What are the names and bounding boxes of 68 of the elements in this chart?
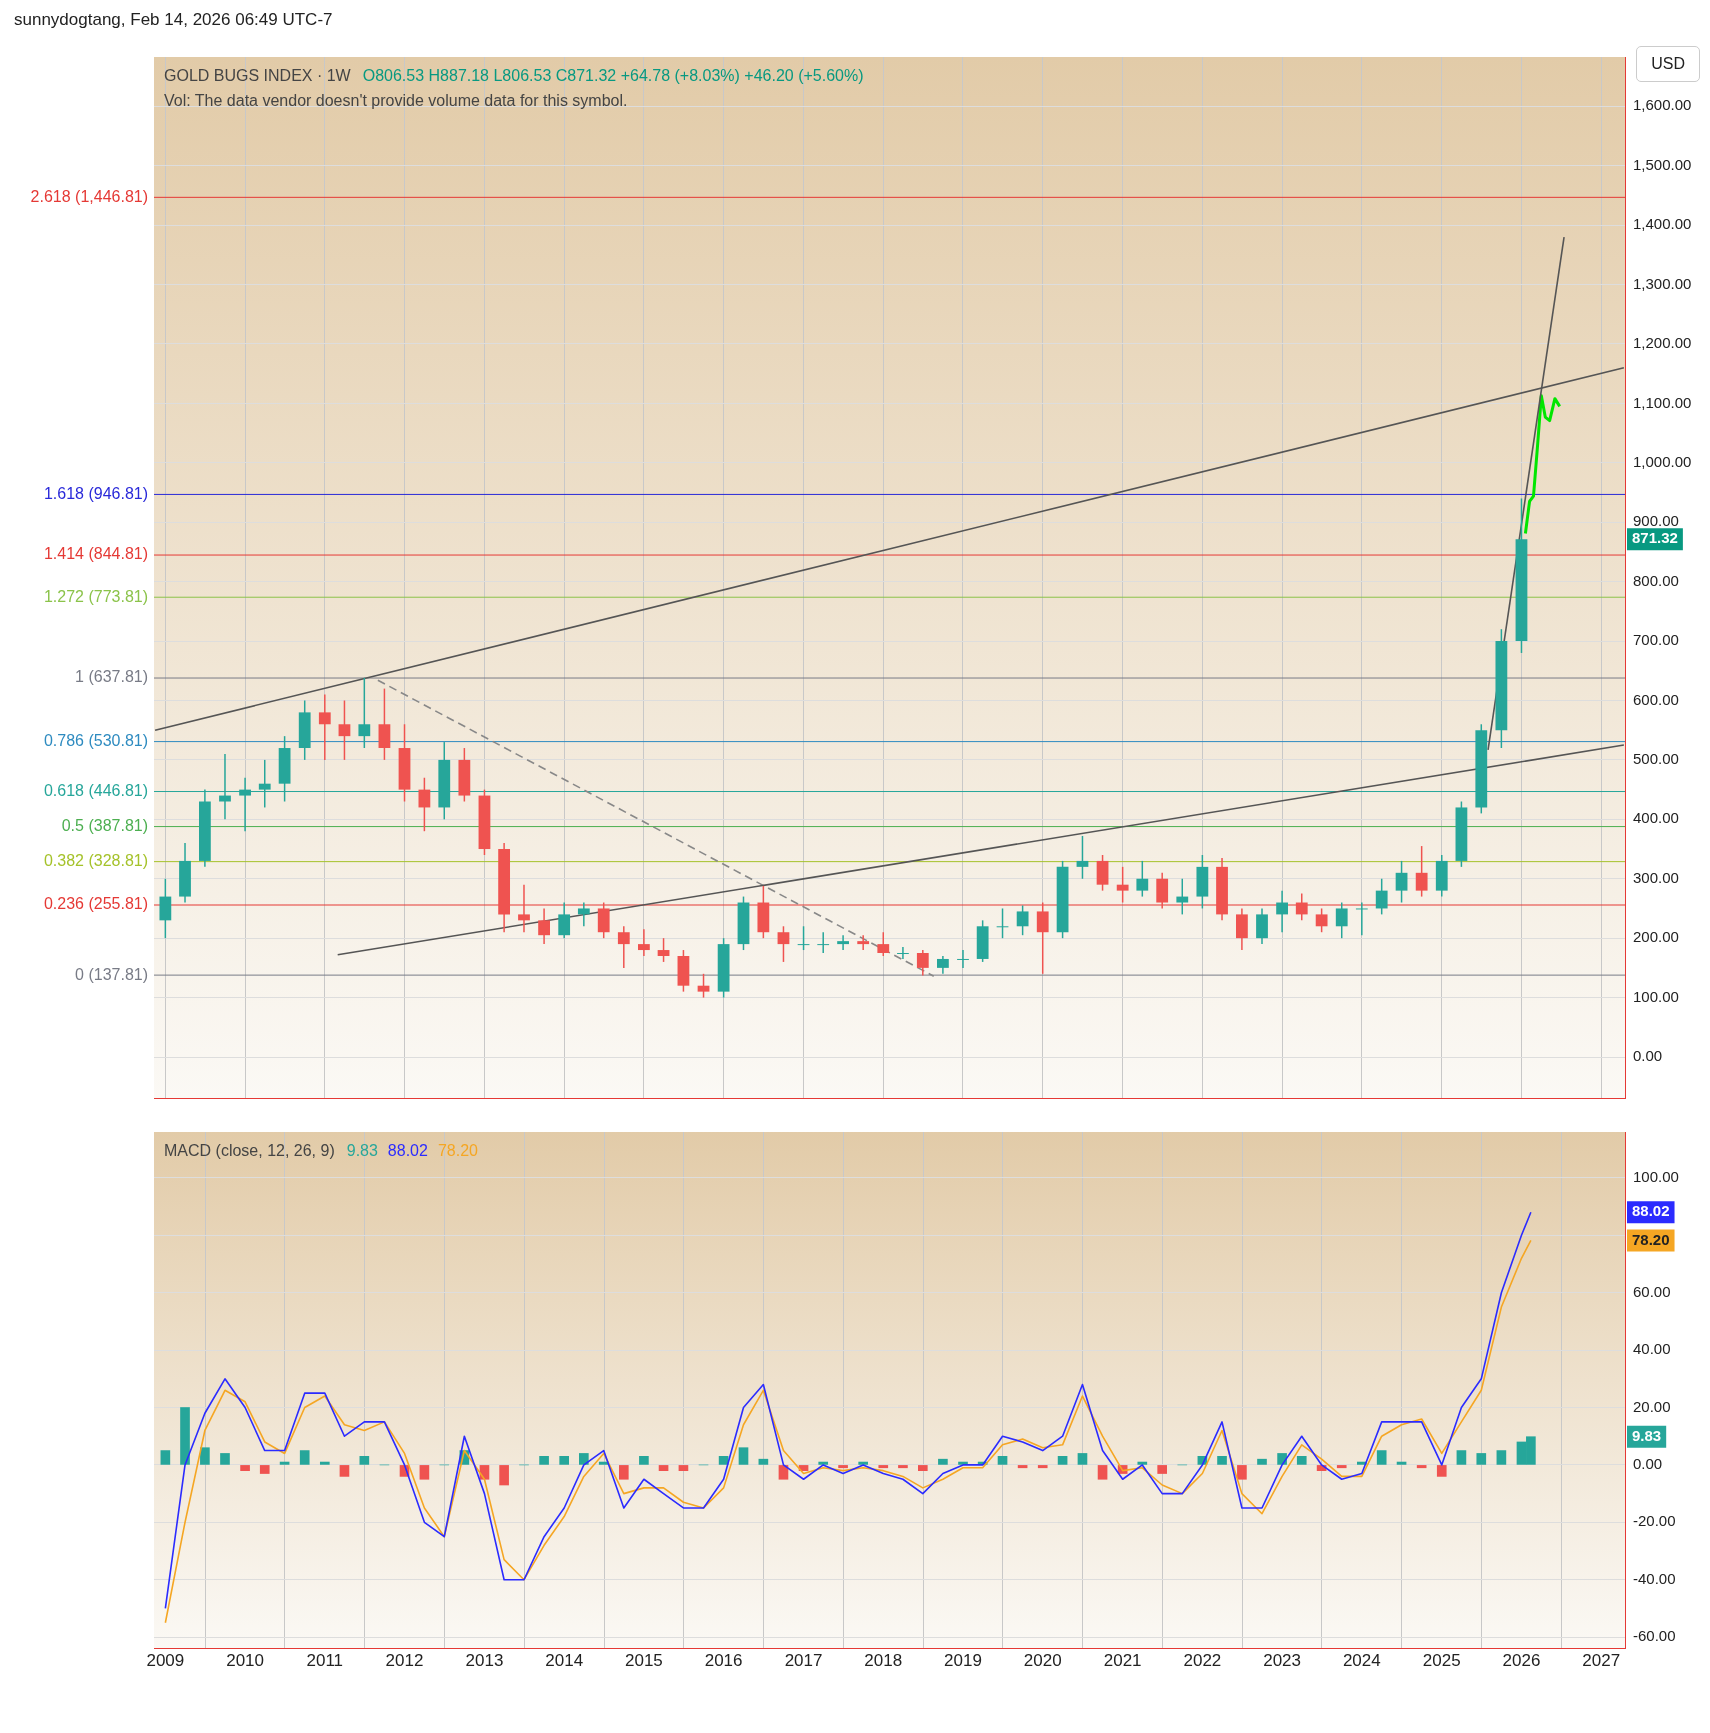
x-tick-label: 2025 [1422,1651,1461,1671]
y-tick-label: -20.00 [1633,1512,1676,1530]
ref-line-label: 1 (637.81) [75,668,148,686]
x-tick-label: 2027 [1582,1651,1621,1671]
y-tick-label: 1,500.00 [1633,155,1692,173]
text: 78.20 [1632,1230,1670,1248]
x-tick-label: 2021 [1103,1651,1142,1671]
annotation: 9.83 [346,1142,378,1160]
text: 9.83 [1632,1426,1662,1444]
x-tick-label: 2013 [465,1651,504,1671]
y-tick-label: 400.00 [1633,809,1679,827]
x-tick-label: 2016 [704,1651,743,1671]
x-tick-label: 2018 [864,1651,903,1671]
y-tick-label: 60.00 [1633,1282,1671,1300]
x-tick-label: 2017 [784,1651,823,1671]
y-tick-label: 900.00 [1633,512,1679,530]
y-tick-label: 0.00 [1633,1047,1663,1065]
y-tick-label: 40.00 [1633,1340,1671,1358]
y-tick-label: 1,100.00 [1633,393,1692,411]
y-tick-label: 0.00 [1633,1455,1663,1473]
ref-line-label: 1.272 (773.81) [43,587,148,605]
x-tick-label: 2014 [545,1651,584,1671]
ref-line-label: 1.618 (946.81) [43,484,148,502]
x-tick-label: 2020 [1023,1651,1062,1671]
text: 88.02 [1632,1202,1670,1220]
y-tick-label: 100.00 [1633,1168,1679,1186]
y-tick-label: 1,300.00 [1633,274,1692,292]
y-tick-label: 100.00 [1633,987,1679,1005]
y-tick-label: -40.00 [1633,1569,1676,1587]
text: 871.32 [1632,529,1678,547]
x-tick-label: 2012 [385,1651,424,1671]
y-tick-label: 800.00 [1633,571,1679,589]
annotation: Vol: The data vendor doesn't provide volume data for this symbol. [164,92,628,110]
y-tick-label: 200.00 [1633,928,1679,946]
y-tick-label: 600.00 [1633,690,1679,708]
y-tick-label: 1,000.00 [1633,452,1692,470]
ref-line-label: 0.382 (328.81) [43,852,148,870]
x-tick-label: 2009 [146,1651,185,1671]
y-tick-label: 700.00 [1633,631,1679,649]
annotation: 78.20 [437,1142,479,1160]
y-tick-label: 1,200.00 [1633,334,1692,352]
ref-line-label: 0.5 (387.81) [61,816,148,834]
x-tick-label: 2022 [1183,1651,1222,1671]
x-tick-label: 2011 [306,1651,344,1671]
x-tick-label: 2026 [1502,1651,1541,1671]
y-tick-label: 300.00 [1633,868,1679,886]
annotation: 88.02 [387,1142,429,1160]
ref-line-label: 0.786 (530.81) [43,732,148,750]
text: USD [1636,46,1700,82]
x-tick-label: 2024 [1342,1651,1381,1671]
x-tick-label: 2023 [1263,1651,1302,1671]
annotation: O806.53 H887.18 L806.53 C871.32 +64.78 (+8.03%) +46.20 (+5.60%) [362,67,864,85]
ref-line-label: 1.414 (844.81) [43,545,148,563]
y-tick-label: 500.00 [1633,750,1679,768]
y-tick-label: 1,600.00 [1633,96,1692,114]
ref-line-label: 0.236 (255.81) [43,895,148,913]
x-tick-label: 2010 [226,1651,264,1671]
y-tick-label: -60.00 [1633,1627,1676,1645]
ref-line-label: 0 (137.81) [75,965,148,983]
ref-line-label: 2.618 (1,446.81) [30,187,148,205]
text: sunnydogtang, Feb 14, 2026 06:49 UTC-7 [13,9,334,31]
ref-line-label: 0.618 (446.81) [43,781,148,799]
text: GOLD BUGS INDEX · 1W [164,67,352,85]
x-tick-label: 2015 [624,1651,663,1671]
y-tick-label: 20.00 [1633,1397,1671,1415]
y-tick-label: 1,400.00 [1633,215,1692,233]
text: MACD (close, 12, 26, 9) [164,1142,335,1160]
x-tick-label: 2019 [944,1651,982,1671]
